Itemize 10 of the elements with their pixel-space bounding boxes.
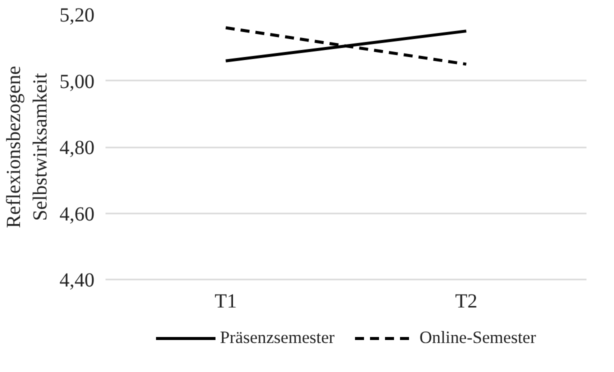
y-axis-title: Reflexionsbezogene Selbstwirksamkeit (3, 66, 52, 228)
y-tick-label: 4,80 (60, 137, 94, 159)
legend-label: Online-Semester (420, 328, 536, 348)
y-tick-label: 5,20 (60, 4, 94, 26)
y-tick-label: 5,00 (60, 70, 94, 93)
y-tick-label: 4,40 (60, 270, 94, 292)
x-tick-label: T1 (214, 290, 237, 312)
legend-label: Präsenzsemester (220, 328, 335, 348)
x-tick-label: T2 (455, 290, 478, 312)
y-tick-label: 4,60 (60, 203, 94, 226)
